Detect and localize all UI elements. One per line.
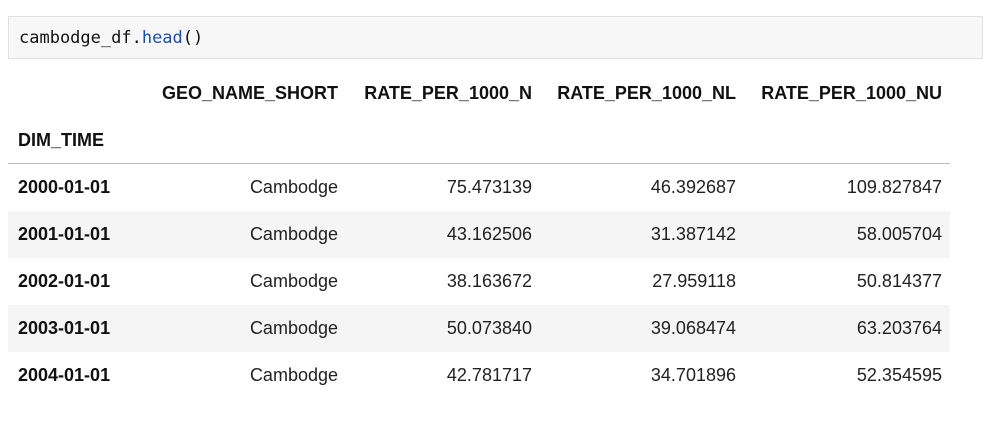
cell-geo-name: Cambodge — [249, 364, 338, 385]
code-cell[interactable]: cambodge_df.head() — [8, 16, 983, 59]
cell-rate-nl: 27.959118 — [652, 270, 736, 291]
cell-rate-nu: 52.354595 — [856, 364, 942, 385]
column-header-geo-name-short: GEO_NAME_SHORT — [161, 82, 338, 103]
dataframe-table: GEO_NAME_SHORT RATE_PER_1000_N RATE_PER_… — [8, 69, 950, 399]
table-row: 2001-01-01 Cambodge 43.162506 31.387142 … — [8, 210, 950, 258]
cell-rate-nu: 58.005704 — [856, 223, 942, 244]
cell-rate-n: 38.163672 — [446, 270, 532, 291]
cell-rate-nl: 39.068474 — [650, 317, 736, 338]
cell-rate-n: 75.473139 — [446, 176, 532, 197]
table-row: 2003-01-01 Cambodge 50.073840 39.068474 … — [8, 304, 950, 352]
cell-rate-n: 50.073840 — [446, 317, 532, 338]
code-parens: () — [182, 28, 204, 48]
table-row: 2002-01-01 Cambodge 38.163672 27.959118 … — [8, 258, 950, 305]
cell-rate-n: 43.162506 — [446, 223, 532, 244]
index-name-row: DIM_TIME — [8, 117, 950, 164]
row-index: 2003-01-01 — [18, 317, 111, 338]
cell-rate-n: 42.781717 — [446, 364, 532, 385]
cell-geo-name: Cambodge — [249, 270, 338, 291]
cell-geo-name: Cambodge — [249, 317, 338, 338]
index-name: DIM_TIME — [18, 129, 105, 150]
column-header-rate-n: RATE_PER_1000_N — [364, 82, 532, 103]
cell-rate-nu: 109.827847 — [846, 176, 942, 197]
code-variable: cambodge_df. — [19, 28, 142, 48]
column-header-row: GEO_NAME_SHORT RATE_PER_1000_N RATE_PER_… — [8, 69, 950, 117]
row-index: 2000-01-01 — [18, 176, 111, 197]
cell-rate-nu: 63.203764 — [856, 317, 942, 338]
table-row: 2000-01-01 Cambodge 75.473139 46.392687 … — [8, 164, 950, 211]
column-header-rate-nl: RATE_PER_1000_NL — [557, 82, 736, 103]
code-method: head — [141, 28, 183, 48]
cell-rate-nl: 31.387142 — [650, 223, 736, 244]
cell-geo-name: Cambodge — [249, 176, 338, 197]
row-index: 2001-01-01 — [18, 223, 111, 244]
table-row: 2004-01-01 Cambodge 42.781717 34.701896 … — [8, 352, 950, 399]
row-index: 2002-01-01 — [18, 270, 111, 291]
cell-rate-nl: 46.392687 — [650, 176, 736, 197]
column-header-rate-nu: RATE_PER_1000_NU — [761, 82, 942, 103]
header-blank — [8, 69, 138, 117]
cell-rate-nl: 34.701896 — [650, 364, 736, 385]
row-index: 2004-01-01 — [18, 364, 111, 385]
cell-rate-nu: 50.814377 — [856, 270, 942, 291]
cell-geo-name: Cambodge — [249, 223, 338, 244]
code-line[interactable]: cambodge_df.head() — [19, 27, 203, 49]
